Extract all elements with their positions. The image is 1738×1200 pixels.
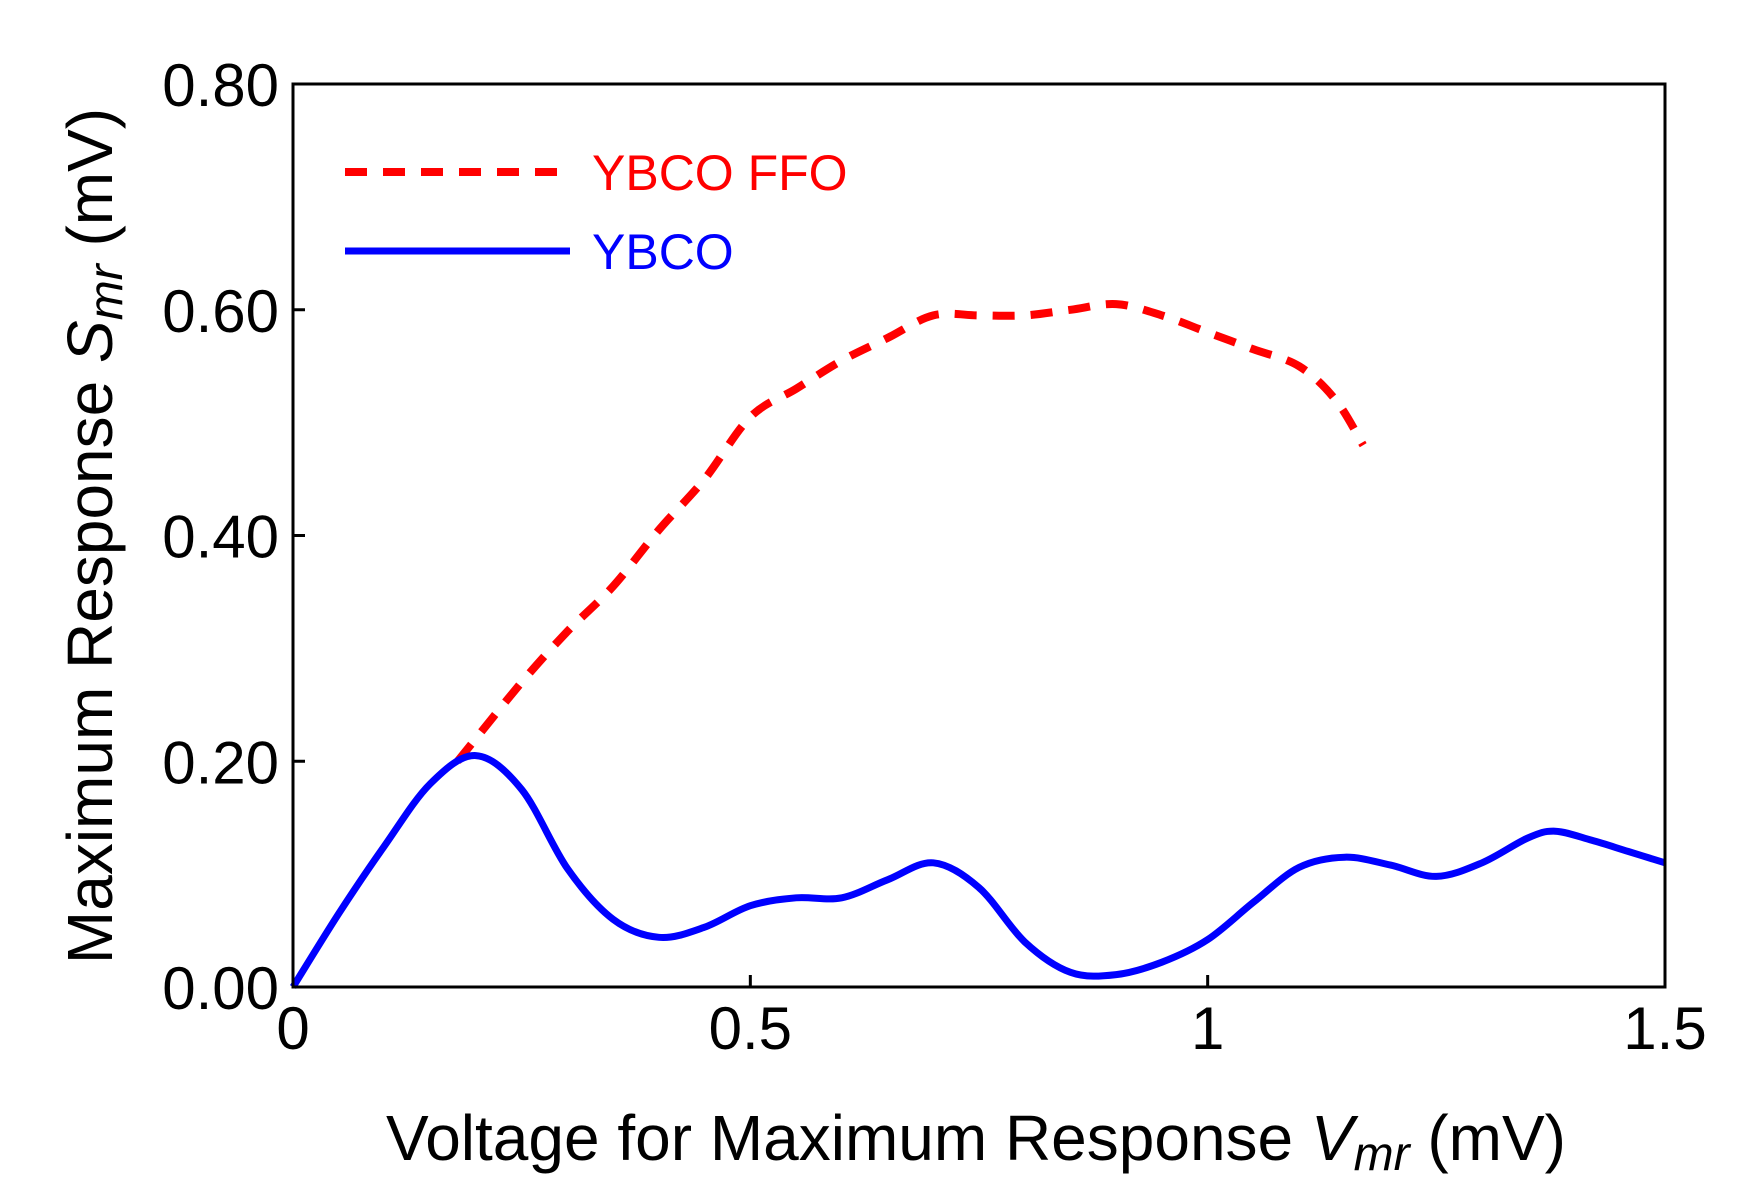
y-axis-title-main: Maximum Response — [54, 363, 126, 964]
y-tick-label: 0.00 — [162, 955, 279, 1022]
plot-frame — [291, 82, 1667, 989]
y-axis-title-symbol: S — [54, 320, 126, 363]
x-tick-label: 0.5 — [709, 995, 792, 1062]
legend-label-ybco-ffo: YBCO FFO — [592, 145, 848, 201]
x-axis-title-unit: (mV) — [1410, 1102, 1566, 1174]
x-tick-label: 1.5 — [1623, 995, 1706, 1062]
y-tick-label: 0.80 — [162, 52, 279, 119]
y-axis-title-subscript: mr — [80, 262, 133, 320]
x-axis-title-main: Voltage for Maximum Response — [386, 1102, 1311, 1174]
ticks-layer: 0 0.5 1 1.5 0.00 0.20 0.40 0.60 0.80 — [162, 52, 1706, 1062]
y-axis-title: Maximum Response Smr (mV) — [54, 108, 133, 964]
x-tick-label: 0 — [276, 995, 309, 1062]
y-axis-title-unit: (mV) — [54, 108, 126, 264]
legend: YBCO FFO YBCO — [345, 145, 848, 280]
series-line-ybco — [290, 752, 1666, 989]
x-axis-title: Voltage for Maximum Response Vmr (mV) — [386, 1102, 1566, 1181]
legend-label-ybco: YBCO — [592, 224, 734, 280]
x-axis-title-symbol: V — [1311, 1102, 1359, 1174]
x-axis-title-subscript: mr — [1354, 1128, 1412, 1181]
series-line-ybco-ffo — [454, 300, 1367, 764]
y-tick-label: 0.20 — [162, 729, 279, 796]
y-tick-label: 0.40 — [162, 504, 279, 571]
series-layer — [290, 300, 1666, 989]
x-tick-label: 1 — [1191, 995, 1224, 1062]
y-tick-label: 0.60 — [162, 278, 279, 345]
